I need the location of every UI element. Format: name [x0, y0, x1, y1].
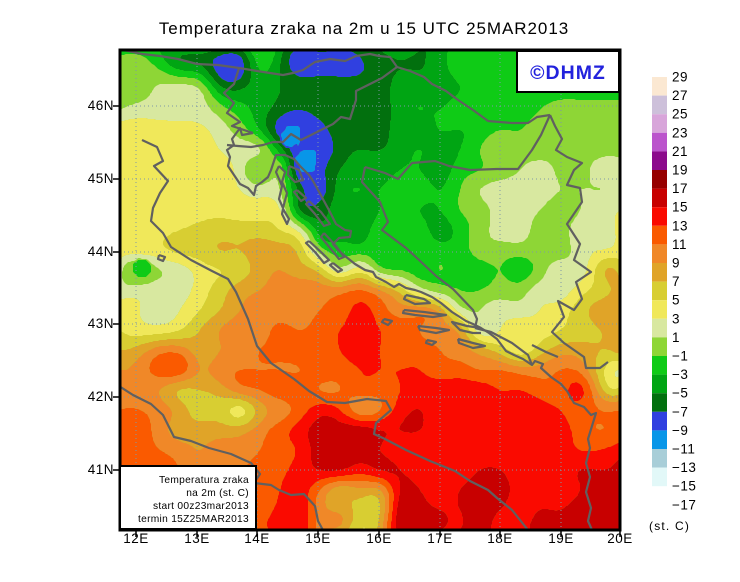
- svg-text:45N: 45N: [88, 171, 114, 186]
- svg-text:13: 13: [672, 218, 688, 233]
- svg-text:9: 9: [672, 256, 680, 271]
- svg-text:termin 15Z25MAR2013: termin 15Z25MAR2013: [138, 514, 249, 525]
- svg-text:−15: −15: [672, 479, 696, 494]
- svg-text:−9: −9: [672, 423, 688, 438]
- svg-text:29: 29: [672, 70, 688, 85]
- svg-text:Temperatura zraka: Temperatura zraka: [159, 475, 249, 486]
- svg-text:46N: 46N: [88, 98, 114, 113]
- svg-text:©DHMZ: ©DHMZ: [530, 62, 606, 84]
- svg-text:na 2m (st. C): na 2m (st. C): [186, 488, 249, 499]
- svg-text:17: 17: [672, 181, 688, 196]
- svg-text:42N: 42N: [88, 389, 114, 404]
- svg-text:−17: −17: [672, 497, 696, 512]
- svg-text:15: 15: [672, 200, 688, 215]
- svg-text:17E: 17E: [427, 531, 453, 546]
- svg-text:−1: −1: [672, 349, 688, 364]
- svg-text:(st. C): (st. C): [649, 519, 690, 533]
- svg-text:7: 7: [672, 274, 680, 289]
- svg-text:−7: −7: [672, 404, 688, 419]
- svg-text:−5: −5: [672, 386, 688, 401]
- svg-text:41N: 41N: [88, 462, 114, 477]
- svg-text:start 00z23mar2013: start 00z23mar2013: [153, 501, 249, 512]
- svg-text:44N: 44N: [88, 244, 114, 259]
- svg-text:18E: 18E: [487, 531, 513, 546]
- svg-text:13E: 13E: [184, 531, 210, 546]
- svg-text:3: 3: [672, 311, 680, 326]
- svg-text:14E: 14E: [244, 531, 270, 546]
- svg-text:19: 19: [672, 163, 688, 178]
- svg-text:1: 1: [672, 330, 680, 345]
- svg-text:23: 23: [672, 125, 688, 140]
- svg-text:12E: 12E: [123, 531, 149, 546]
- svg-text:27: 27: [672, 88, 688, 103]
- svg-text:21: 21: [672, 144, 688, 159]
- svg-text:11: 11: [672, 237, 687, 252]
- svg-text:16E: 16E: [366, 531, 392, 546]
- svg-text:15E: 15E: [305, 531, 331, 546]
- svg-text:25: 25: [672, 107, 688, 122]
- svg-text:20E: 20E: [607, 531, 633, 546]
- svg-text:−11: −11: [672, 442, 695, 457]
- svg-text:Temperatura zraka na 2m u 15 U: Temperatura zraka na 2m u 15 UTC 25MAR20…: [159, 19, 569, 38]
- svg-text:5: 5: [672, 293, 680, 308]
- svg-text:43N: 43N: [88, 316, 114, 331]
- svg-text:−3: −3: [672, 367, 688, 382]
- svg-text:19E: 19E: [548, 531, 574, 546]
- svg-text:−13: −13: [672, 460, 696, 475]
